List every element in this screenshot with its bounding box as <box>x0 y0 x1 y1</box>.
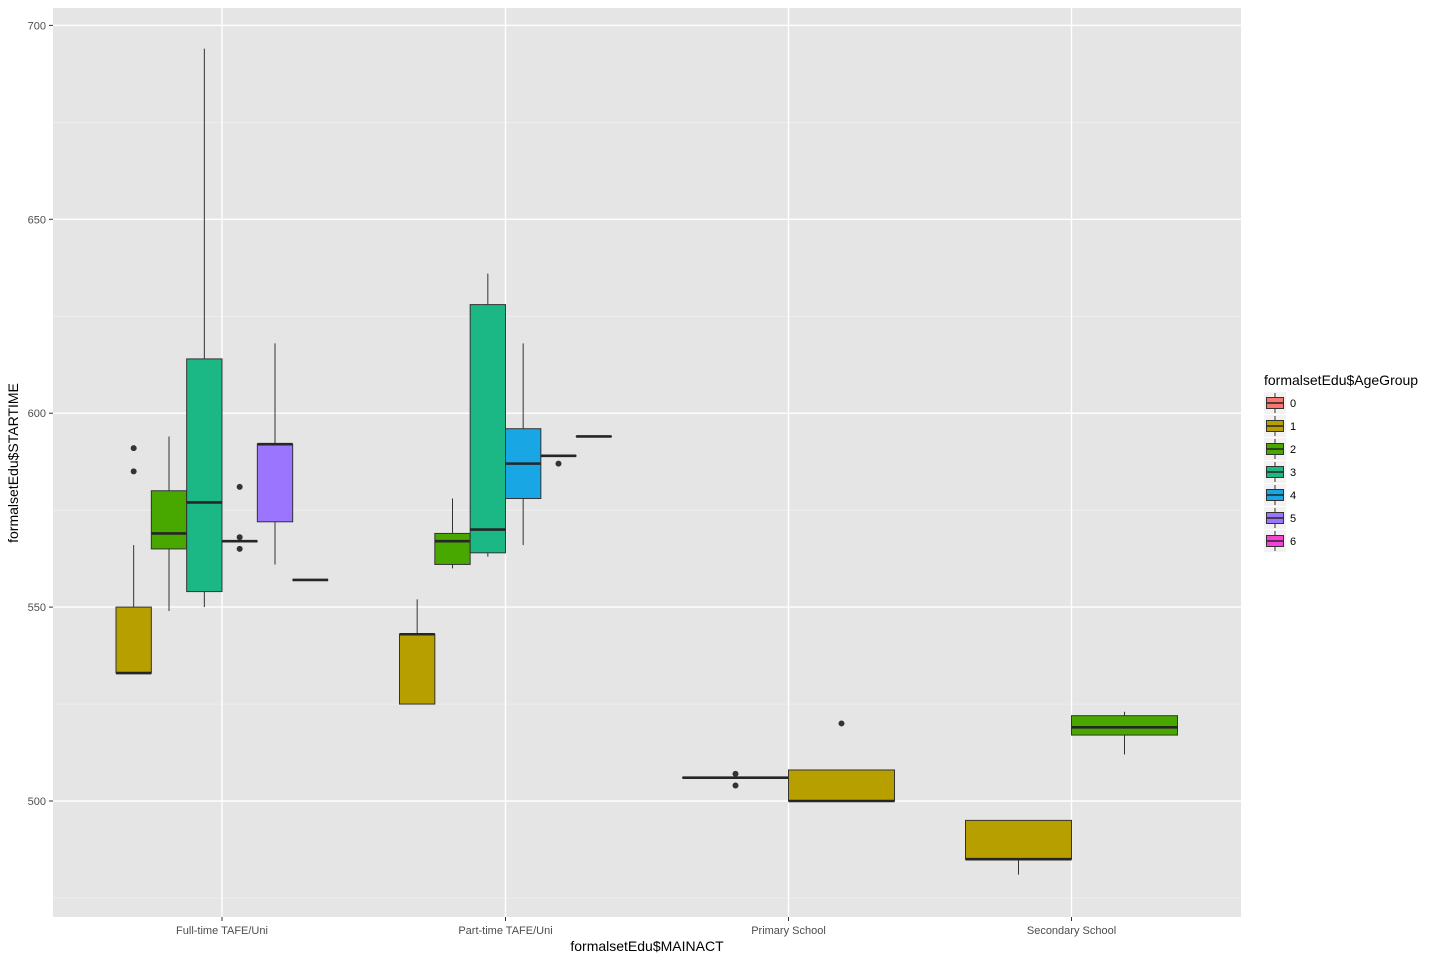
box-iqr <box>150 490 188 550</box>
plot-panel <box>53 8 1241 917</box>
x-tick-label: Primary School <box>751 925 826 937</box>
box-series <box>115 48 1178 875</box>
legend-key-0 <box>1264 392 1286 414</box>
x-tick-label: Secondary School <box>1027 925 1116 937</box>
box-iqr <box>469 304 506 554</box>
y-axis: 500 550 600 650 700 <box>28 20 53 808</box>
legend: formalsetEdu$AgeGroup 0 1 2 3 4 5 6 <box>1264 372 1418 552</box>
legend-title: formalsetEdu$AgeGroup <box>1264 372 1418 388</box>
y-tick-label: 600 <box>28 408 46 420</box>
legend-key-4 <box>1264 484 1286 506</box>
box-full-time-tafe-uni-age-3 <box>186 48 223 608</box>
y-axis-title: formalsetEdu$STARTIME <box>5 383 21 543</box>
box-part-time-tafe-uni-age-1 <box>399 599 436 705</box>
outlier-point <box>130 468 137 475</box>
minor-gridlines <box>53 121 1241 899</box>
y-tick-label: 650 <box>28 214 46 226</box>
legend-key-1 <box>1264 415 1286 437</box>
legend-label-1: 1 <box>1290 421 1296 433</box>
legend-label-4: 4 <box>1290 490 1296 502</box>
x-tick-label: Part-time TAFE/Uni <box>458 925 552 937</box>
box-iqr <box>115 606 152 674</box>
outlier-point <box>130 445 137 452</box>
box-full-time-tafe-uni-age-2 <box>150 436 188 611</box>
x-tick-label: Full-time TAFE/Uni <box>176 925 268 937</box>
box-secondary-school-age-1 <box>965 819 1072 875</box>
outlier-point <box>236 545 243 552</box>
box-iqr <box>399 633 436 705</box>
box-iqr <box>965 819 1072 860</box>
box-part-time-tafe-uni-age-5 <box>540 454 577 467</box>
legend-label-2: 2 <box>1290 444 1296 456</box>
box-iqr <box>788 769 895 802</box>
legend-label-6: 6 <box>1290 536 1296 548</box>
y-tick-label: 700 <box>28 20 46 32</box>
legend-label-3: 3 <box>1290 467 1296 479</box>
box-part-time-tafe-uni-age-3 <box>469 273 506 557</box>
legend-label-5: 5 <box>1290 513 1296 525</box>
major-gridlines <box>53 8 1241 917</box>
box-part-time-tafe-uni-age-2 <box>434 498 471 569</box>
box-full-time-tafe-uni-age-5 <box>256 343 294 565</box>
box-iqr <box>1071 715 1178 736</box>
box-part-time-tafe-uni-age-4 <box>505 343 542 546</box>
outlier-point <box>236 534 243 541</box>
legend-key-6 <box>1264 530 1286 552</box>
outlier-point <box>732 782 739 789</box>
box-secondary-school-age-2 <box>1071 711 1178 755</box>
box-primary-school-age-1 <box>788 720 895 803</box>
outlier-point <box>236 483 243 490</box>
box-iqr <box>434 532 471 565</box>
legend-key-5 <box>1264 507 1286 529</box>
box-iqr <box>256 443 294 523</box>
box-full-time-tafe-uni-age-1 <box>115 445 152 675</box>
box-full-time-tafe-uni-age-4 <box>221 483 258 552</box>
outlier-point <box>732 770 739 777</box>
x-axis-title: formalsetEdu$MAINACT <box>570 938 724 954</box>
outlier-point <box>555 460 562 467</box>
y-tick-label: 550 <box>28 602 46 614</box>
y-tick-label: 500 <box>28 796 46 808</box>
outlier-point <box>838 720 845 727</box>
legend-key-3 <box>1264 461 1286 483</box>
x-axis: Full-time TAFE/Uni Part-time TAFE/Uni Prim… <box>176 917 1116 937</box>
legend-label-0: 0 <box>1290 398 1296 410</box>
legend-key-2 <box>1264 438 1286 460</box>
box-iqr <box>186 358 223 593</box>
